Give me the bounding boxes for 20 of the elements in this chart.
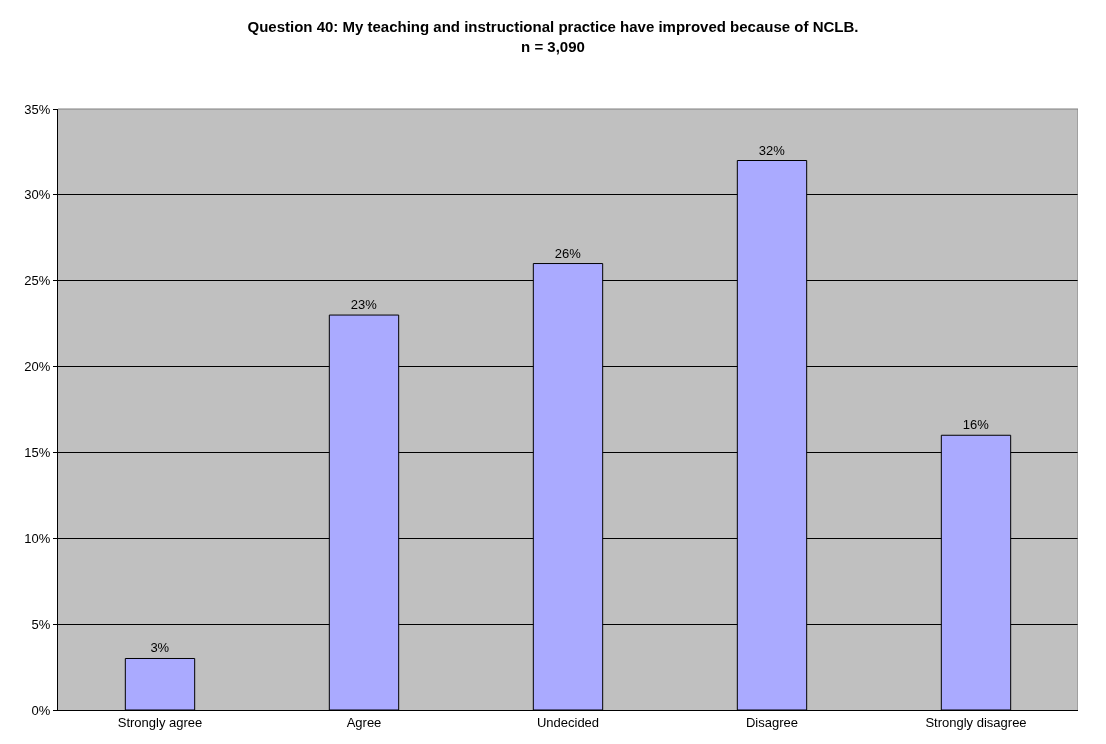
- y-tick-label: 30%: [24, 187, 51, 203]
- y-tick-label: 25%: [24, 273, 51, 289]
- y-tick-label: 0%: [31, 702, 51, 718]
- y-tick-label: 35%: [24, 101, 51, 117]
- y-tick-label: 5%: [31, 616, 51, 632]
- data-label: 3%: [150, 640, 170, 656]
- x-tick-label: Agree: [346, 714, 382, 730]
- chart-subtitle: n = 3,090: [521, 37, 585, 55]
- data-label: 16%: [962, 417, 990, 433]
- y-tick-label: 20%: [24, 359, 51, 375]
- data-label: 26%: [554, 245, 582, 261]
- y-tick-label: 15%: [24, 444, 51, 460]
- chart-title: Question 40: My teaching and instructional practice have improved because of NCLB.: [247, 18, 859, 35]
- y-tick-label: 10%: [24, 530, 51, 546]
- x-tick-label: Strongly agree: [117, 714, 203, 730]
- data-label: 32%: [758, 142, 786, 158]
- x-tick-label: Strongly disagree: [925, 714, 1027, 730]
- x-tick-label: Undecided: [536, 714, 600, 730]
- x-tick-label: Disagree: [745, 714, 799, 730]
- data-label: 23%: [350, 297, 378, 313]
